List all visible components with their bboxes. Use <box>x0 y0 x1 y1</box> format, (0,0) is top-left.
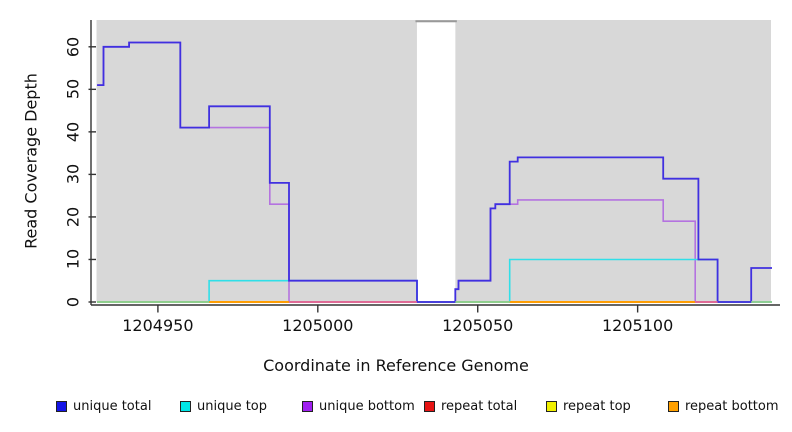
y-tick-label: 60 <box>63 36 83 57</box>
legend-label: unique bottom <box>319 399 415 414</box>
y-tick-label: 20 <box>63 206 83 228</box>
legend-label: unique total <box>73 399 152 414</box>
x-tick-label: 1205050 <box>442 316 514 335</box>
legend-label: repeat bottom <box>685 399 779 414</box>
legend-swatch-icon <box>180 401 191 412</box>
legend-label: repeat total <box>441 399 518 414</box>
y-tick-label: 50 <box>63 79 83 100</box>
series-unique-total <box>97 41 772 303</box>
y-tick-label: 10 <box>63 249 83 270</box>
x-tick-label: 1204950 <box>122 316 194 335</box>
legend-swatch-icon <box>302 401 313 412</box>
no-data-gap-band <box>416 22 456 303</box>
legend-label: repeat top <box>563 399 631 414</box>
legend-swatch-icon <box>668 401 679 412</box>
legend-swatch-icon <box>424 401 435 412</box>
x-tick-label: 1205000 <box>282 316 354 335</box>
y-tick-label: 30 <box>63 164 83 185</box>
y-tick-label: 40 <box>63 121 83 143</box>
x-tick-label: 1205100 <box>601 316 674 335</box>
x-axis-title: Coordinate in Reference Genome <box>263 356 529 375</box>
legend-swatch-icon <box>56 401 67 412</box>
legend-label: unique top <box>197 399 268 414</box>
legend-swatch-icon <box>546 401 557 412</box>
y-tick-label: 0 <box>63 296 83 308</box>
y-axis-title: Read Coverage Depth <box>21 73 41 249</box>
